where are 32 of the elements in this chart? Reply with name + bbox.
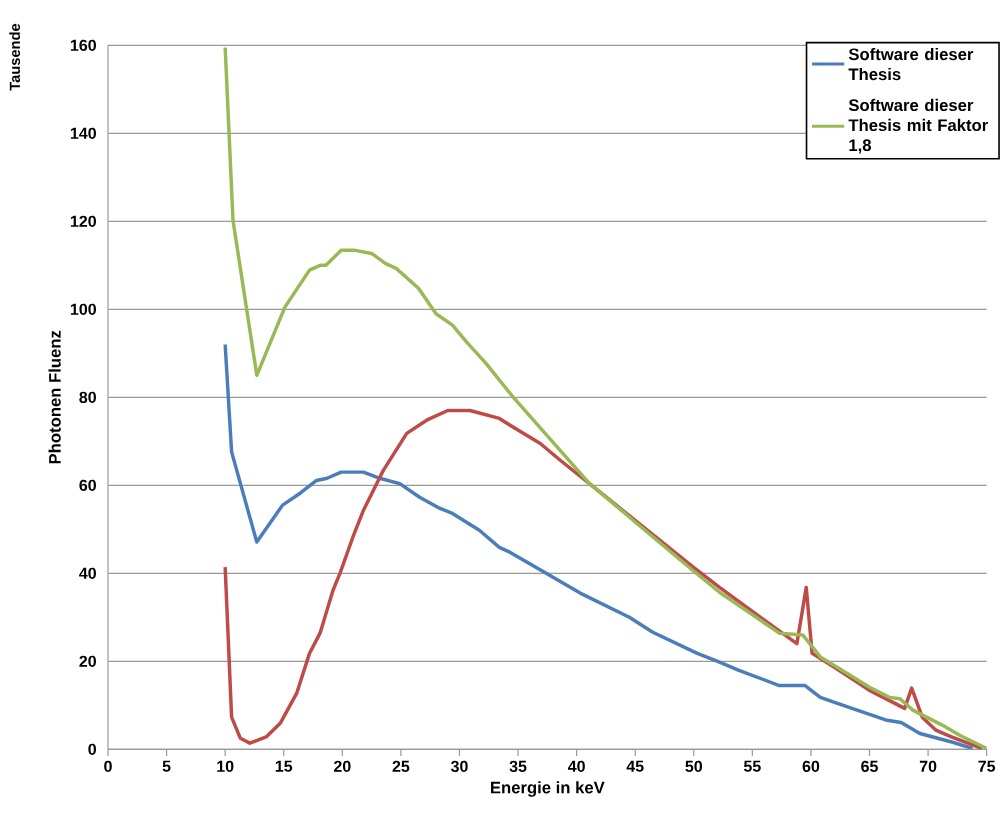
y-tick-label: 120 xyxy=(70,215,96,227)
x-tick-label: 45 xyxy=(626,760,644,772)
x-axis-title: Energie in keV xyxy=(491,781,605,797)
y-tick-label: 20 xyxy=(79,655,96,667)
x-tick-label: 55 xyxy=(743,760,761,772)
x-tick-label: 20 xyxy=(333,760,351,772)
line-series xyxy=(223,45,987,750)
x-tick-label: 50 xyxy=(685,760,703,772)
x-tick-label: 60 xyxy=(802,760,820,772)
y-tick-label: 40 xyxy=(79,567,96,579)
text: Tausende xyxy=(9,23,21,91)
x-tick-label: 15 xyxy=(275,760,293,772)
x-tick-label: 5 xyxy=(162,760,171,772)
x-tick-label: 35 xyxy=(509,760,527,772)
y-tick-label: 160 xyxy=(70,39,96,51)
x-tick-label: 65 xyxy=(861,760,878,772)
y-tick-label: 80 xyxy=(79,391,96,403)
y-tick-label: 0 xyxy=(88,743,96,755)
x-tick-label: 10 xyxy=(217,760,234,772)
y-tick-label: 60 xyxy=(79,479,96,491)
line-series xyxy=(223,342,975,750)
x-tick-label: 25 xyxy=(392,760,410,772)
x-tick-label: 0 xyxy=(104,760,112,772)
y-tick-label: 100 xyxy=(70,303,96,315)
legend-label: Software dieser Thesis mit Faktor 1,8 xyxy=(848,98,988,154)
x-tick-label: 30 xyxy=(450,760,468,772)
x-tick-label: 75 xyxy=(978,760,996,772)
legend-label: Software dieser Thesis xyxy=(848,47,974,81)
y-tick-label: 140 xyxy=(70,127,96,139)
x-tick-label: 70 xyxy=(919,760,937,772)
x-tick-label: 40 xyxy=(567,760,585,772)
y-axis-title: Photonen Fluenz xyxy=(48,330,61,464)
